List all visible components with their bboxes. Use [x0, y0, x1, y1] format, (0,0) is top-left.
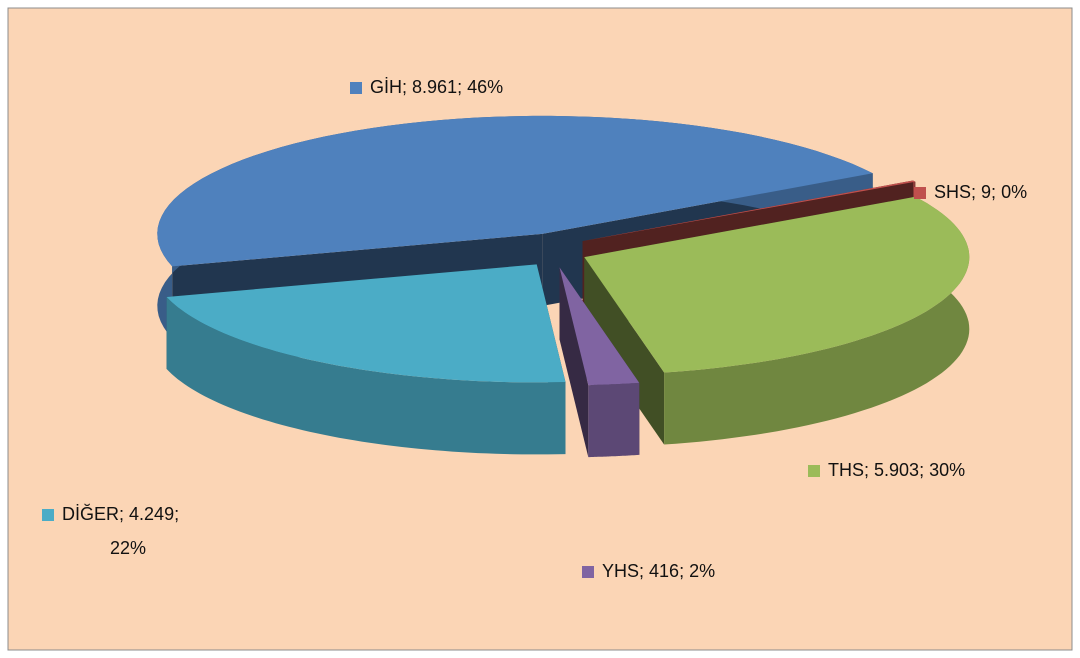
- slice: [582, 180, 916, 242]
- data-label: GİH; 8.961; 46%: [370, 77, 503, 97]
- label-separator: ;: [864, 460, 874, 480]
- slice-side: [588, 382, 640, 458]
- label-value: 416: [649, 561, 679, 581]
- data-label: DİĞER; 4.249; 22%: [62, 503, 184, 558]
- data-label: SHS; 9; 0%: [934, 182, 1027, 202]
- label-value: 8.961: [412, 77, 457, 97]
- slice-side: [166, 297, 566, 455]
- label-percent: 0%: [1001, 182, 1027, 202]
- slice: [157, 115, 873, 267]
- slice-side: [559, 267, 589, 458]
- label-category: SHS: [934, 182, 971, 202]
- label-separator: ;: [174, 504, 184, 524]
- label-value: 9: [981, 182, 991, 202]
- legend-marker: [582, 566, 594, 578]
- label-separator: ;: [679, 561, 689, 581]
- label-separator: ;: [402, 77, 412, 97]
- label-separator: ;: [991, 182, 1001, 202]
- slice: [584, 196, 970, 373]
- label-value: 5.903: [874, 460, 919, 480]
- label-separator: ;: [919, 460, 929, 480]
- slice: [166, 264, 566, 383]
- slice: [559, 267, 640, 386]
- label-percent: 22%: [110, 538, 146, 558]
- legend-marker: [42, 509, 54, 521]
- legend-marker: [350, 82, 362, 94]
- label-value: 4.249: [129, 504, 174, 524]
- data-label: THS; 5.903; 30%: [828, 460, 965, 480]
- data-label: YHS; 416; 2%: [602, 561, 715, 581]
- slice-side: [584, 257, 665, 445]
- label-category: DİĞER: [62, 503, 119, 524]
- label-separator: ;: [457, 77, 467, 97]
- label-category: GİH: [370, 77, 402, 97]
- slice-side: [664, 196, 970, 445]
- label-separator: ;: [119, 504, 129, 524]
- label-separator: ;: [971, 182, 981, 202]
- label-separator: ;: [639, 561, 649, 581]
- label-percent: 30%: [929, 460, 965, 480]
- label-category: THS: [828, 460, 864, 480]
- legend-marker: [914, 187, 926, 199]
- label-percent: 2%: [689, 561, 715, 581]
- legend-marker: [808, 465, 820, 477]
- label-percent: 46%: [467, 77, 503, 97]
- label-category: YHS: [602, 561, 639, 581]
